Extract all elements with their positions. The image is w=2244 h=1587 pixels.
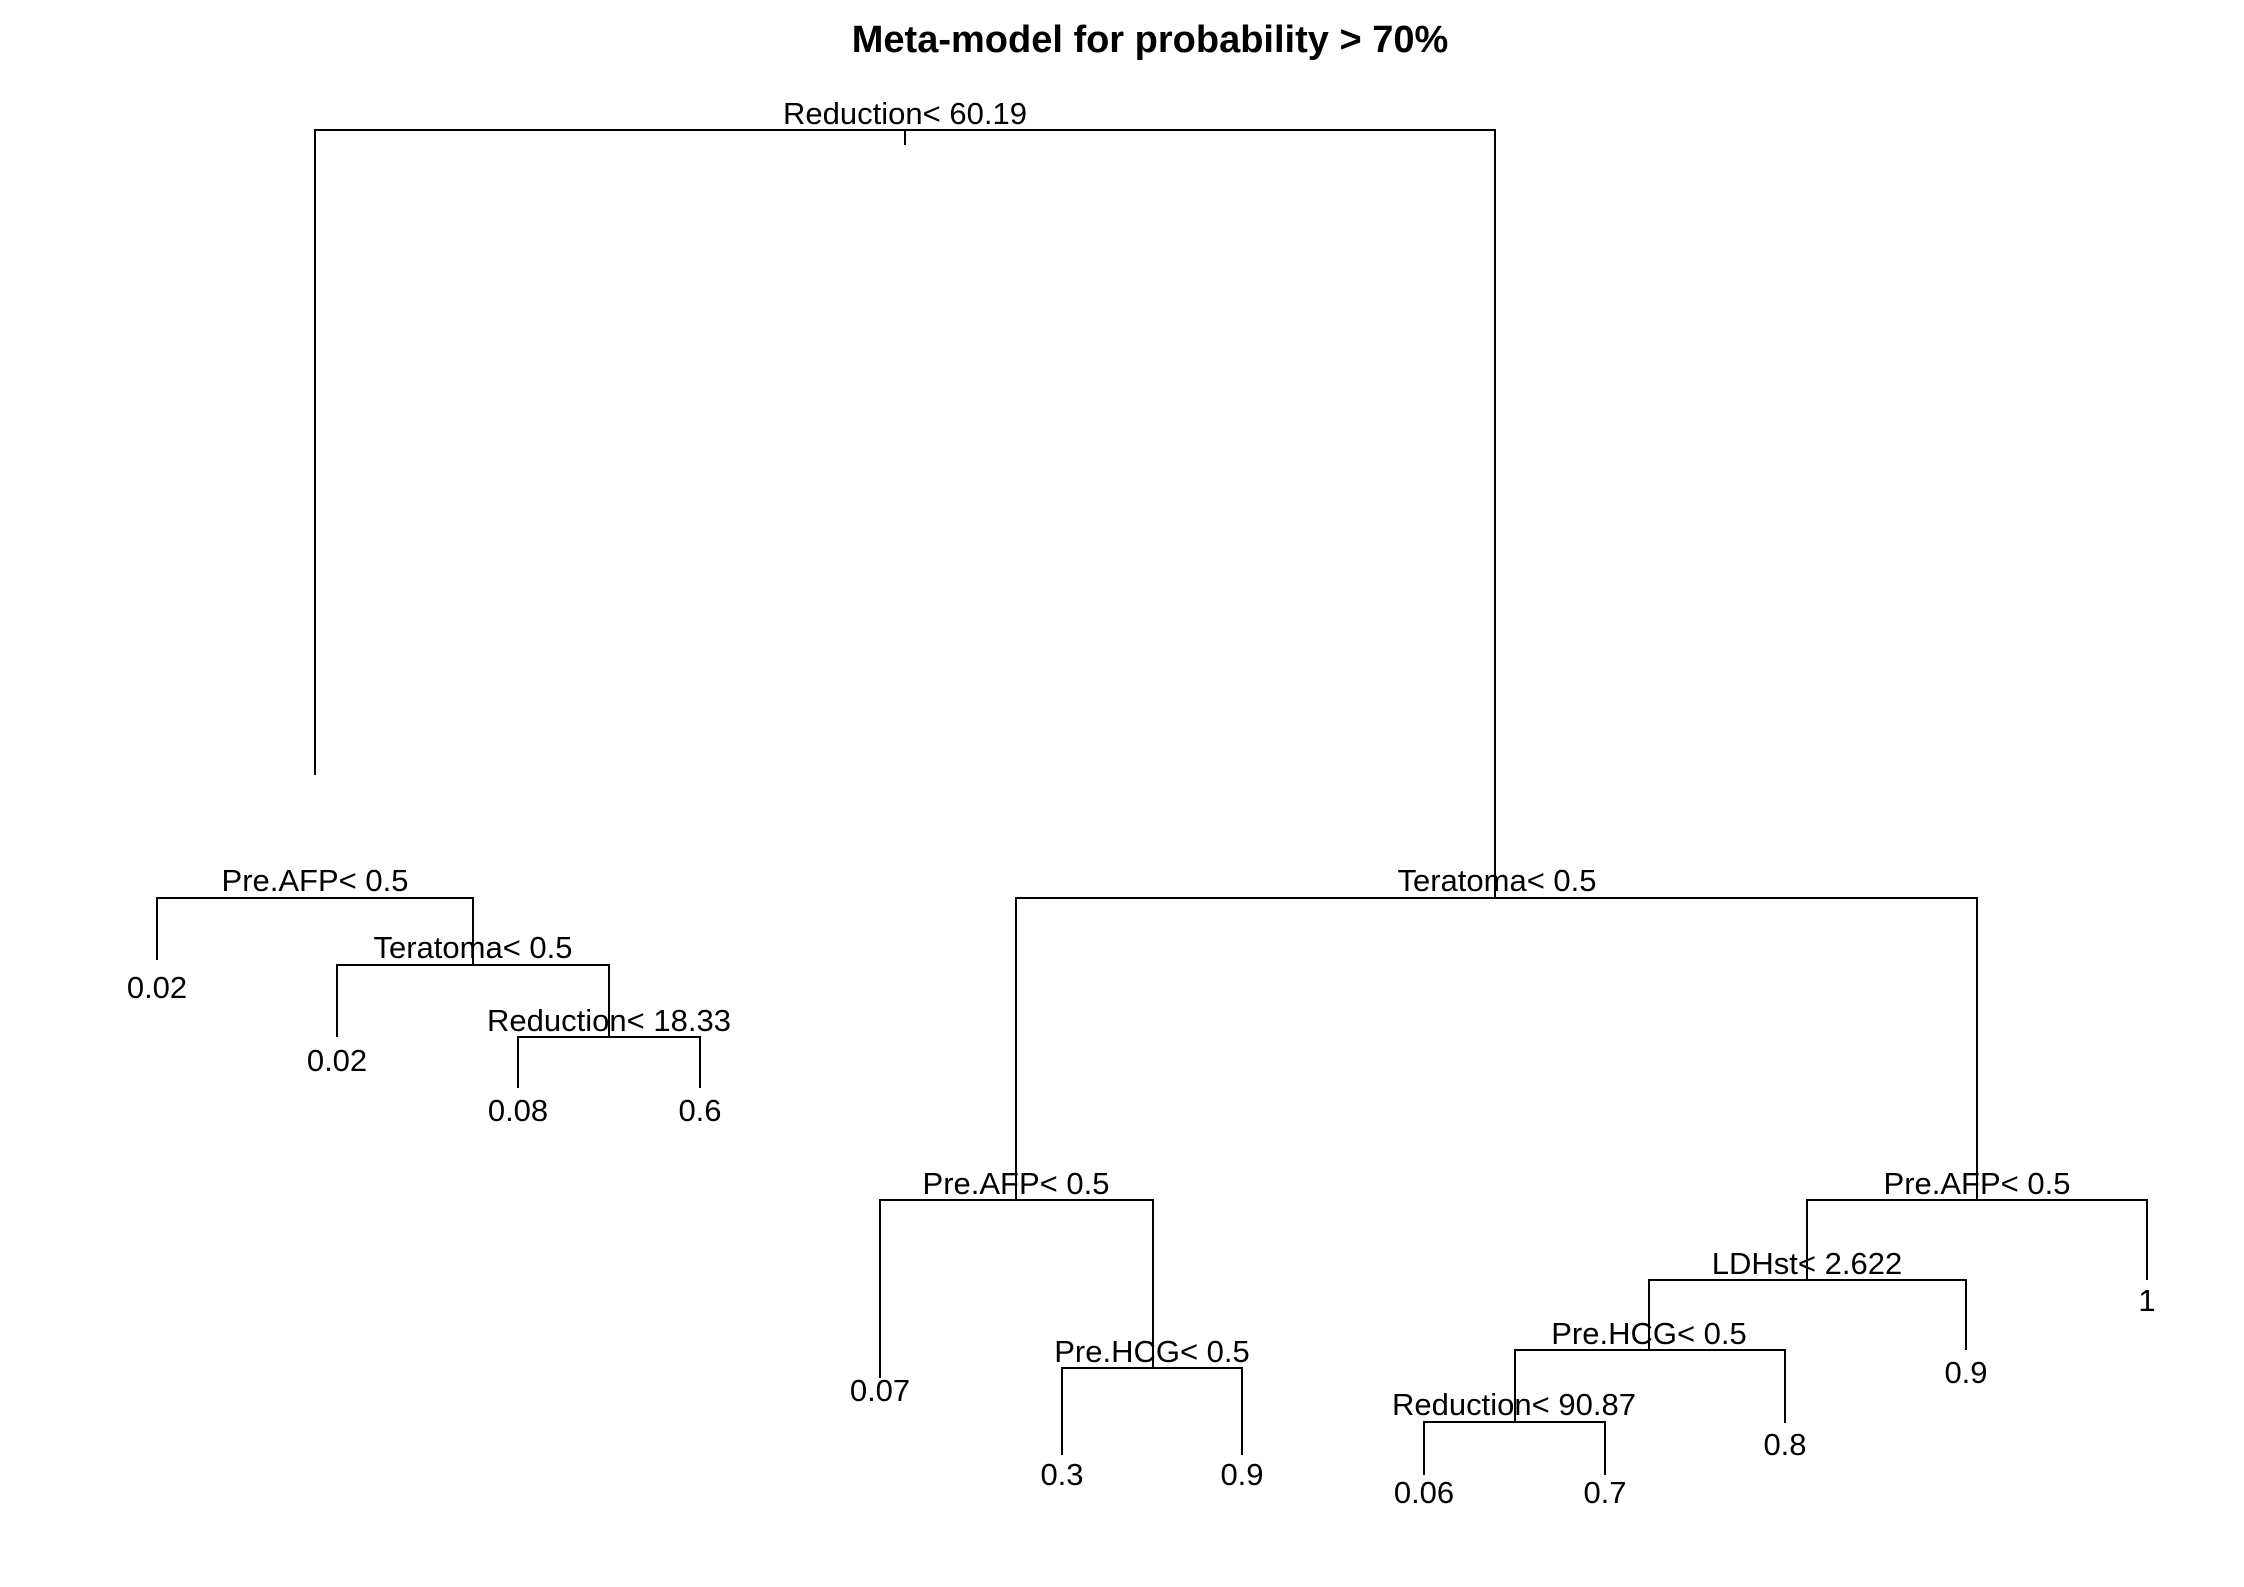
edge-rrl	[1648, 1279, 1967, 1350]
split-label-root: Reduction< 60.19	[783, 96, 1027, 131]
edge-lr	[336, 964, 610, 1037]
diagram-title: Meta-model for probability > 70%	[852, 19, 1449, 61]
split-label-rr: Pre.AFP< 0.5	[1884, 1166, 2071, 1201]
leaf-value: 0.07	[850, 1373, 910, 1408]
tree-edges	[156, 129, 2148, 1475]
split-label-l: Pre.AFP< 0.5	[222, 863, 409, 898]
leaf-value: 0.08	[488, 1093, 548, 1128]
leaf-value: 0.02	[307, 1043, 367, 1078]
edge-rrlll	[1423, 1421, 1606, 1475]
split-label-lr: Teratoma< 0.5	[373, 930, 572, 965]
leaf-labels: 0.02 0.02 0.08 0.6 0.07 0.3 0.9 0.06 0.7…	[127, 970, 2156, 1510]
split-labels: Reduction< 60.19 Pre.AFP< 0.5 Teratoma< …	[222, 96, 2071, 1422]
edge-root	[314, 129, 1496, 898]
edge-r	[1015, 897, 1978, 1200]
leaf-value: 0.02	[127, 970, 187, 1005]
split-label-rrlll: Reduction< 90.87	[1392, 1387, 1636, 1422]
leaf-value: 0.7	[1583, 1475, 1626, 1510]
leaf-value: 0.6	[678, 1093, 721, 1128]
leaf-value: 0.9	[1944, 1355, 1987, 1390]
leaf-value: 1	[2138, 1283, 2155, 1318]
edge-rr	[1806, 1199, 2148, 1280]
edge-l	[156, 897, 474, 965]
split-label-rl: Pre.AFP< 0.5	[923, 1166, 1110, 1201]
split-label-lrr: Reduction< 18.33	[487, 1003, 731, 1038]
leaf-value: 0.3	[1040, 1457, 1083, 1492]
split-label-rrll: Pre.HCG< 0.5	[1551, 1316, 1747, 1351]
leaf-value: 0.9	[1220, 1457, 1263, 1492]
leaf-value: 0.06	[1394, 1475, 1454, 1510]
edge-rl	[879, 1199, 1154, 1378]
edge-lrr	[517, 1036, 701, 1088]
edge-rlr	[1061, 1367, 1243, 1455]
split-label-rrl: LDHst< 2.622	[1712, 1246, 1902, 1281]
leaf-value: 0.8	[1763, 1427, 1806, 1462]
split-label-r: Teratoma< 0.5	[1397, 863, 1596, 898]
edge-rrll	[1514, 1349, 1786, 1423]
split-label-rlr: Pre.HCG< 0.5	[1054, 1334, 1250, 1369]
